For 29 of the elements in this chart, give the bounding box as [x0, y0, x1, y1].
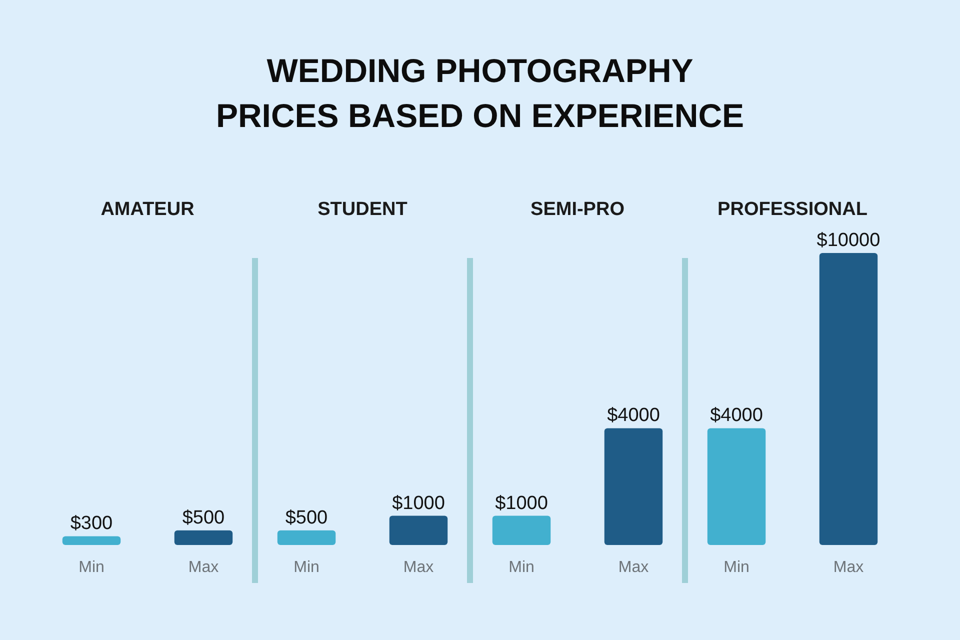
data-label: $300 [70, 513, 113, 534]
data-label: $1000 [392, 492, 445, 514]
x-tick-label: AMATEUR [100, 199, 195, 220]
series-label: Max [188, 559, 219, 576]
chart-title: WEDDING PHOTOGRAPHY PRICES BASED ON EXPERIENCE [216, 52, 744, 134]
x-tick-label: STUDENT [318, 199, 408, 220]
bar [819, 253, 878, 545]
data-label: $10000 [816, 230, 880, 251]
x-tick-label: SEMI-PRO [530, 199, 624, 220]
data-label: $4000 [710, 405, 763, 426]
text: Max [403, 559, 434, 576]
text: Min [508, 559, 534, 576]
data-label: $500 [285, 507, 328, 528]
bar [604, 428, 663, 545]
data-label: $4000 [607, 405, 660, 426]
text: Max [833, 559, 864, 576]
series-label: Min [78, 559, 104, 576]
bar [62, 536, 121, 545]
text: Min [294, 559, 320, 576]
text: Min [724, 559, 750, 576]
bar [707, 428, 766, 545]
bar [174, 530, 233, 545]
data-label: $1000 [495, 492, 548, 514]
bar [492, 516, 551, 545]
x-tick-label: PROFESSIONAL [718, 199, 868, 220]
bar [389, 516, 448, 545]
bar [277, 530, 336, 545]
data-label: $500 [182, 507, 225, 528]
text: Max [618, 559, 649, 576]
